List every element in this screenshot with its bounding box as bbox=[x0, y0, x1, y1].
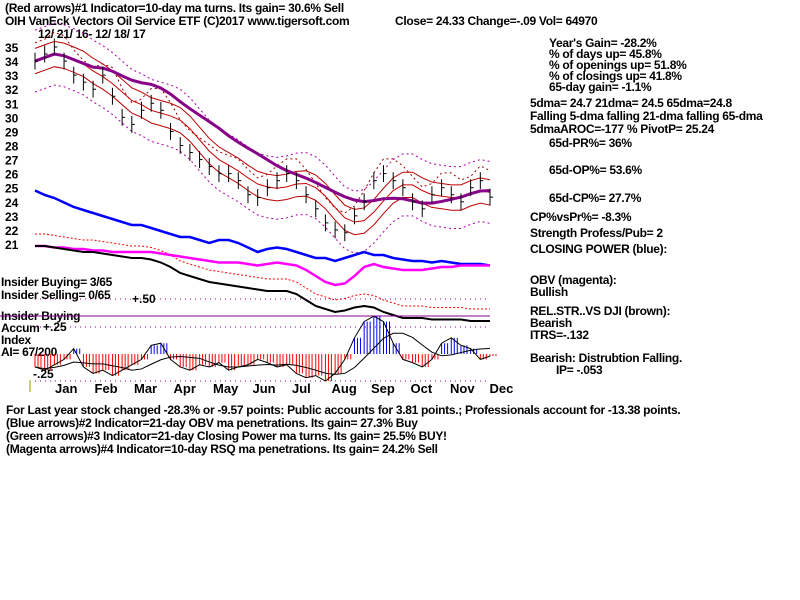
y-tick-label: 22 bbox=[5, 224, 19, 238]
strength: Strength Profess/Pub= 2 bbox=[530, 226, 663, 240]
close-readout: Close= 24.33 Change=-.09 Vol= 64970 bbox=[395, 14, 598, 28]
cp-vs-pr: CP%vsPr%= -8.3% bbox=[530, 210, 632, 224]
ma-direction: Falling 5-dma falling 21-dma falling 65-… bbox=[530, 109, 763, 123]
ma65-line bbox=[34, 52, 491, 205]
stat: % of days up= 45.8% bbox=[549, 47, 662, 61]
y-tick-label: 28 bbox=[5, 139, 19, 153]
month-label: Dec bbox=[490, 381, 514, 396]
stat: Year's Gain= -28.2% bbox=[549, 36, 657, 50]
obv-block: OBV (magenta): Bullish bbox=[530, 273, 617, 299]
aroc-pivot: 5dmaAROC=-177 % PivotP= 25.24 bbox=[530, 122, 715, 136]
month-label: Jan bbox=[55, 381, 77, 396]
ai-tick-label: -.25 bbox=[33, 367, 54, 381]
y-tick-label: 27 bbox=[5, 154, 19, 168]
month-label: Feb bbox=[95, 381, 118, 396]
date-range: 12/ 21/ 16- 12/ 18/ 17 bbox=[38, 27, 146, 41]
band-lower-outer bbox=[34, 84, 491, 254]
month-label: May bbox=[213, 381, 239, 396]
band-upper bbox=[34, 31, 491, 214]
stat: % of openings up= 51.8% bbox=[549, 58, 687, 72]
rel-block: REL.STR..VS DJI (brown): Bearish ITRS=-.13… bbox=[530, 305, 670, 341]
footer-line: (Green arrows)#3 Indicator=21-day Closin… bbox=[6, 429, 447, 443]
y-tick-label: 21 bbox=[5, 238, 19, 252]
y-tick-label: 30 bbox=[5, 111, 19, 125]
month-label: Mar bbox=[134, 381, 157, 396]
ai-tick-label: +.50 bbox=[132, 292, 156, 306]
rel-label: REL.STR..VS DJI (brown): bbox=[530, 304, 671, 318]
stats-block: Year's Gain= -28.2% % of days up= 45.8% … bbox=[549, 36, 687, 94]
rel-status: Bearish bbox=[530, 316, 572, 330]
month-label: Nov bbox=[450, 381, 475, 396]
month-label: Jun bbox=[253, 381, 276, 396]
chart-title: OIH VanEck Vectors Oil Service ETF (C)20… bbox=[5, 14, 350, 28]
rel-strength-line bbox=[35, 245, 490, 322]
y-tick-label: 29 bbox=[5, 125, 19, 139]
ma-values: 5dma= 24.7 21dma= 24.5 65dma=24.8 bbox=[530, 96, 732, 110]
stat: 65-day gain= -1.1% bbox=[549, 80, 652, 94]
insider-selling: Insider Selling= 0/65 bbox=[1, 288, 111, 302]
ai-tick-label: +.25 bbox=[43, 320, 67, 334]
indicator-1-text: (Red arrows)#1 Indicator=10-day ma turns… bbox=[5, 1, 344, 15]
band-upper-outer bbox=[34, 22, 491, 192]
ai-value: AI= 67/200 bbox=[1, 345, 58, 359]
y-tick-label: 25 bbox=[5, 182, 19, 196]
ai-line bbox=[34, 315, 491, 382]
ma21-upper bbox=[34, 40, 491, 210]
y-tick-label: 23 bbox=[5, 210, 19, 224]
month-label: Jul bbox=[292, 381, 311, 396]
y-tick-label: 32 bbox=[5, 83, 19, 97]
accum-label: Accum bbox=[1, 321, 40, 335]
insider-buying: Insider Buying= 3/65 bbox=[1, 275, 113, 289]
footer-line: (Blue arrows)#2 Indicator=21-day OBV ma … bbox=[6, 416, 418, 430]
closing-power-label: CLOSING POWER (blue): bbox=[530, 242, 668, 256]
obv-status: Bullish bbox=[530, 285, 568, 299]
footer-line: (Magenta arrows)#4 Indicator=10-day RSQ … bbox=[6, 442, 438, 456]
bearish-label: Bearish: Distrubtion Falling. bbox=[530, 351, 682, 365]
month-label: Sep bbox=[371, 381, 395, 396]
op-value: 65d-OP%= 53.6% bbox=[549, 163, 642, 177]
itrs: ITRS=-.132 bbox=[530, 328, 589, 342]
y-tick-label: 24 bbox=[5, 196, 19, 210]
stat: % of closings up= 41.8% bbox=[549, 69, 682, 83]
bearish-block: Bearish: Distrubtion Falling. IP= -.053 bbox=[530, 352, 682, 376]
y-tick-label: 34 bbox=[5, 55, 19, 69]
obv-line bbox=[35, 244, 490, 287]
footer-block: For Last year stock changed -28.3% or -9… bbox=[6, 403, 681, 456]
ma21-line bbox=[34, 53, 491, 223]
pr-value: 65d-PR%= 36% bbox=[549, 136, 632, 150]
obv-label: OBV (magenta): bbox=[530, 273, 617, 287]
rel-strength-ma bbox=[35, 233, 490, 310]
y-tick-label: 26 bbox=[5, 168, 19, 182]
y-tick-label: 33 bbox=[5, 69, 19, 83]
month-label: Apr bbox=[174, 381, 196, 396]
ma21-lower bbox=[34, 66, 491, 236]
index-label: Index bbox=[1, 333, 31, 347]
y-tick-label: 35 bbox=[5, 41, 19, 55]
ai-ma-line bbox=[34, 332, 491, 375]
cp-value: 65d-CP%= 27.7% bbox=[549, 191, 642, 205]
ip-value: IP= -.053 bbox=[556, 363, 603, 377]
closing-power-line bbox=[34, 189, 491, 267]
month-label: Oct bbox=[411, 381, 433, 396]
footer-line: For Last year stock changed -28.3% or -9… bbox=[6, 403, 681, 417]
y-tick-label: 31 bbox=[5, 97, 19, 111]
month-label: Aug bbox=[332, 381, 357, 396]
